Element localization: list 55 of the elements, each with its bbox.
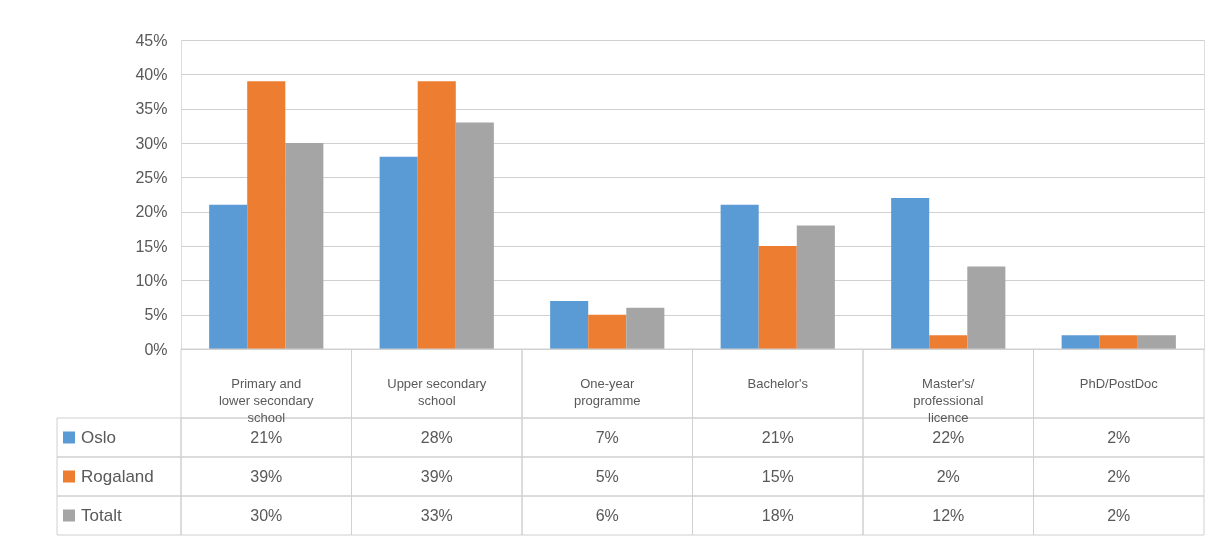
data-label: 5% <box>595 467 619 485</box>
y-tick-label: 0% <box>144 340 168 358</box>
y-tick-label: 35% <box>135 100 168 118</box>
data-label: 2% <box>936 467 960 485</box>
data-label: 33% <box>420 506 453 524</box>
legend-label: Rogaland <box>81 466 154 486</box>
bar <box>1137 335 1176 349</box>
data-label: 6% <box>595 506 619 524</box>
data-label: 18% <box>761 506 794 524</box>
x-tick-label: Bachelor's <box>747 375 809 391</box>
data-label: 15% <box>761 467 794 485</box>
x-tick-label: Upper secondary school <box>387 375 487 408</box>
data-label: 30% <box>250 506 283 524</box>
bar <box>455 122 494 349</box>
bar <box>550 300 589 349</box>
bar <box>1099 335 1138 349</box>
y-tick-label: 25% <box>135 168 168 186</box>
data-label: 12% <box>932 506 965 524</box>
data-label: 22% <box>932 428 965 446</box>
bar <box>626 307 665 349</box>
bar <box>588 314 627 349</box>
x-tick-label: PhD/PostDoc <box>1079 375 1159 391</box>
data-label: 2% <box>1107 506 1131 524</box>
bar <box>929 335 968 349</box>
data-label: 21% <box>250 428 283 446</box>
data-label: 28% <box>420 428 453 446</box>
y-tick-label: 15% <box>135 237 168 255</box>
legend-label: Oslo <box>81 427 116 447</box>
legend-label: Totalt <box>81 505 122 525</box>
y-tick-label: 30% <box>135 134 168 152</box>
y-tick-label: 20% <box>135 203 168 221</box>
bar <box>285 143 324 349</box>
x-tick-label: Primary and lower secondary school <box>218 375 315 425</box>
y-tick-label: 5% <box>144 306 168 324</box>
bar <box>209 204 248 349</box>
data-label: 39% <box>250 467 283 485</box>
bar <box>891 197 930 349</box>
y-tick-label: 45% <box>135 31 168 49</box>
bar <box>417 81 456 349</box>
bar <box>967 266 1006 349</box>
y-tick-label: 10% <box>135 271 168 289</box>
y-tick-label: 40% <box>135 65 168 83</box>
bar <box>247 81 286 349</box>
bar <box>1061 335 1100 349</box>
bar <box>796 225 835 349</box>
bar <box>720 204 759 349</box>
data-label: 2% <box>1107 467 1131 485</box>
bar <box>379 156 418 349</box>
bar <box>758 246 797 349</box>
x-tick-label: Master's/ professional licence <box>913 375 984 425</box>
data-label: 21% <box>761 428 794 446</box>
data-label: 39% <box>420 467 453 485</box>
x-tick-label: One-year programme <box>574 375 641 408</box>
data-label: 2% <box>1107 428 1131 446</box>
data-label: 7% <box>595 428 619 446</box>
